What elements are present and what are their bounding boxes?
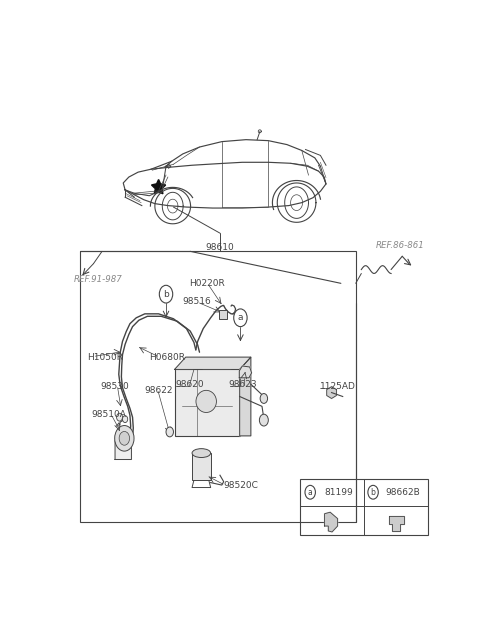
Text: 98623: 98623 (228, 380, 257, 389)
Circle shape (119, 431, 130, 445)
Text: 1125AD: 1125AD (321, 382, 356, 391)
Text: 98662B: 98662B (385, 488, 420, 497)
Text: b: b (371, 488, 375, 497)
Polygon shape (175, 357, 251, 369)
Text: a: a (238, 313, 243, 322)
Circle shape (259, 414, 268, 426)
Polygon shape (389, 516, 404, 531)
Text: H1050R: H1050R (87, 353, 123, 362)
Text: 98520C: 98520C (224, 481, 259, 489)
Polygon shape (152, 180, 166, 194)
Ellipse shape (196, 390, 216, 413)
Polygon shape (240, 366, 252, 378)
Text: b: b (163, 289, 169, 298)
Polygon shape (324, 512, 337, 532)
Bar (192, 453, 211, 480)
Circle shape (115, 426, 134, 451)
Ellipse shape (192, 449, 211, 458)
Bar (300, 479, 428, 535)
Polygon shape (327, 387, 336, 399)
Text: H0680R: H0680R (149, 353, 185, 362)
Text: 98510A: 98510A (91, 410, 126, 419)
Text: 98622: 98622 (144, 385, 172, 395)
Text: 98516: 98516 (182, 297, 211, 306)
Bar (219, 310, 227, 319)
Text: a: a (308, 488, 312, 497)
Bar (81, 251, 356, 522)
Text: REF.91-987: REF.91-987 (74, 275, 123, 284)
Text: 98610: 98610 (205, 243, 234, 252)
Text: 98620: 98620 (175, 380, 204, 389)
Text: 81199: 81199 (324, 488, 353, 497)
Polygon shape (240, 357, 251, 436)
Text: H0220R: H0220R (189, 279, 225, 288)
Text: 98530: 98530 (101, 382, 130, 391)
Circle shape (122, 416, 128, 422)
Polygon shape (115, 431, 132, 459)
Circle shape (260, 394, 267, 403)
Circle shape (166, 427, 173, 437)
Text: REF.86-861: REF.86-861 (376, 242, 425, 250)
Bar (175, 369, 240, 436)
Circle shape (117, 413, 122, 421)
